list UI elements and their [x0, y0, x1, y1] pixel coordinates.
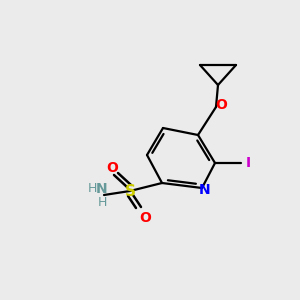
Text: N: N: [96, 182, 108, 196]
Text: S: S: [124, 184, 136, 199]
Text: H: H: [87, 182, 97, 196]
Text: I: I: [245, 156, 250, 170]
Text: H: H: [97, 196, 107, 209]
Text: O: O: [139, 211, 151, 225]
Text: N: N: [199, 183, 211, 197]
Text: O: O: [106, 161, 118, 175]
Text: O: O: [215, 98, 227, 112]
